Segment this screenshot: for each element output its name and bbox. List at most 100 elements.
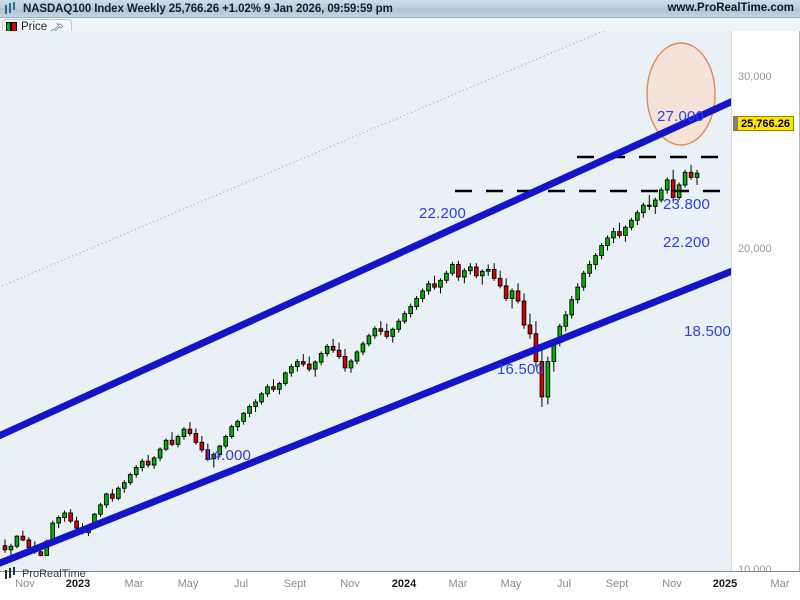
candle-body bbox=[336, 349, 342, 357]
candle-body bbox=[127, 474, 133, 484]
candle-body bbox=[682, 171, 688, 186]
candle-body bbox=[169, 439, 175, 445]
label-22200-support: 22.200 bbox=[663, 234, 711, 251]
candle-body bbox=[342, 356, 348, 369]
candle-body bbox=[289, 366, 294, 374]
candle-body bbox=[658, 189, 664, 201]
candle-body bbox=[652, 199, 658, 207]
label-22200-channel: 22.200 bbox=[419, 205, 467, 222]
window-titlebar: NASDAQ100 Index Weekly 25,766.26 +1.02% … bbox=[0, 0, 800, 18]
date-axis-label: Nov bbox=[662, 578, 682, 590]
date-axis-label: May bbox=[177, 578, 199, 590]
candle-body bbox=[414, 298, 419, 308]
price-tick-marker bbox=[734, 117, 738, 130]
candle-body bbox=[438, 279, 443, 288]
current-price-badge: 25,766.26 bbox=[733, 116, 794, 131]
candle-body bbox=[420, 290, 425, 299]
date-axis-label: 2025 bbox=[712, 578, 738, 590]
candle-body bbox=[295, 361, 300, 368]
candle-body bbox=[426, 283, 431, 292]
candle-body bbox=[229, 426, 234, 437]
candle-body bbox=[217, 445, 223, 455]
candle-body bbox=[491, 269, 497, 279]
candle-body bbox=[670, 179, 676, 198]
candle-body bbox=[503, 285, 509, 299]
candle-body bbox=[121, 482, 127, 489]
candle-body bbox=[366, 335, 372, 345]
candle-body bbox=[116, 487, 121, 499]
date-axis-label: Jul bbox=[233, 578, 249, 590]
candle-body bbox=[330, 345, 336, 351]
candle-body bbox=[283, 372, 288, 384]
candle-body bbox=[223, 436, 229, 447]
candle-series bbox=[2, 164, 700, 557]
date-axis[interactable]: Nov 2023 Mar May Jul Sept Nov 2024 Mar May Jul Sept… bbox=[0, 571, 800, 600]
candle-body bbox=[599, 245, 604, 257]
date-axis-label: 2023 bbox=[65, 578, 91, 590]
candle-body bbox=[384, 330, 390, 337]
candle-body bbox=[360, 343, 366, 353]
candle-body bbox=[259, 393, 264, 403]
date-axis-label: Mar bbox=[124, 578, 144, 590]
candle-body bbox=[408, 306, 413, 315]
candle-body bbox=[193, 433, 199, 443]
label-23800: 23.800 bbox=[663, 196, 711, 213]
candle-body bbox=[110, 493, 115, 499]
candle-body bbox=[390, 328, 396, 337]
candle-body bbox=[485, 269, 491, 272]
channel-lower bbox=[0, 267, 731, 567]
candle-body bbox=[623, 226, 628, 236]
candle-body bbox=[14, 535, 20, 547]
watermark-label: ProRealTime bbox=[22, 567, 86, 580]
candle-body bbox=[473, 266, 479, 277]
current-price-value: 25,766.26 bbox=[741, 117, 790, 130]
candle-body bbox=[241, 412, 246, 422]
candle-body bbox=[611, 231, 616, 239]
candle-body bbox=[468, 266, 473, 272]
candle-body bbox=[318, 353, 324, 363]
candle-body bbox=[664, 179, 670, 191]
candle-body bbox=[163, 439, 169, 450]
candle-body bbox=[175, 436, 181, 445]
candle-body bbox=[641, 204, 646, 214]
candle-body bbox=[527, 324, 533, 335]
candle-body bbox=[151, 457, 157, 466]
price-axis[interactable]: 30,000 20,000 10,000 25,766.26 bbox=[731, 31, 800, 576]
candle-body bbox=[133, 467, 139, 476]
candle-body bbox=[497, 277, 503, 287]
candle-body bbox=[432, 283, 437, 288]
date-axis-label: May bbox=[500, 578, 522, 590]
candle-body bbox=[277, 383, 282, 390]
candle-body bbox=[157, 448, 163, 459]
candle-body bbox=[396, 320, 402, 330]
chart-plot-area[interactable]: 27.000 23.800 22.200 22.200 18.500 16.500 14.0… bbox=[0, 31, 731, 571]
price-legend-label: Price bbox=[21, 20, 48, 33]
candle-body bbox=[587, 263, 592, 274]
date-axis-label: Sept bbox=[283, 578, 307, 590]
candlestick-icon bbox=[4, 2, 18, 15]
candle-body bbox=[617, 231, 622, 236]
candlestick-icon bbox=[4, 567, 18, 580]
candle-body bbox=[629, 219, 634, 228]
label-14000: 14.000 bbox=[204, 447, 252, 464]
date-axis-label: Nov bbox=[15, 578, 35, 590]
candle-body bbox=[312, 361, 318, 370]
candle-body bbox=[199, 441, 205, 451]
candle-body bbox=[104, 493, 109, 506]
candle-body bbox=[515, 290, 521, 302]
candle-body bbox=[38, 551, 44, 556]
prorealtime-watermark: ProRealTime bbox=[4, 567, 86, 580]
candle-body bbox=[450, 263, 455, 274]
candle-body bbox=[62, 512, 67, 518]
candle-body bbox=[593, 255, 598, 265]
candle-body bbox=[2, 545, 8, 551]
candle-body bbox=[688, 171, 694, 178]
label-27000: 27.000 bbox=[657, 108, 705, 125]
candle-body bbox=[211, 453, 217, 460]
candle-body bbox=[354, 351, 360, 362]
candle-body bbox=[521, 300, 527, 326]
candle-body bbox=[265, 386, 270, 395]
candle-body bbox=[271, 386, 276, 390]
candle-body bbox=[68, 512, 73, 522]
